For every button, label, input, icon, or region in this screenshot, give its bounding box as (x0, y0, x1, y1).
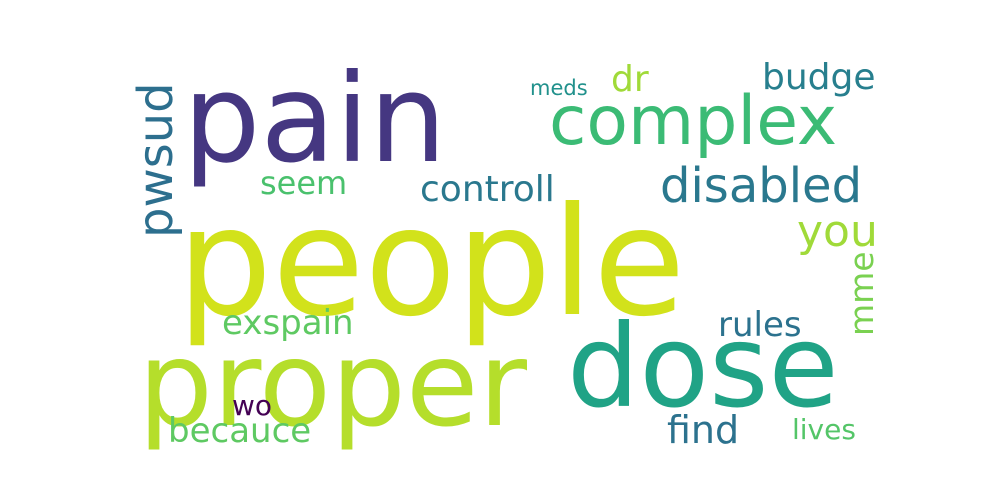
word-wo: wo (232, 389, 273, 422)
word-proper: proper (138, 315, 528, 453)
word-people: people (177, 176, 686, 350)
word-dr: dr (611, 59, 649, 100)
word-rules: rules (718, 305, 802, 345)
word-lives: lives (792, 413, 856, 446)
word-exspain: exspain (222, 303, 354, 343)
word-find: find (667, 408, 740, 452)
word-dose: dose (567, 300, 839, 433)
word-disabled: disabled (660, 158, 863, 214)
word-seem: seem (260, 164, 348, 202)
word-complex: complex (549, 82, 838, 161)
word-you: you (797, 206, 878, 257)
word-meds: meds (530, 76, 588, 100)
word-becauce: becauce (168, 411, 312, 451)
word-pain: pain (183, 48, 447, 190)
word-budge: budge (762, 57, 876, 98)
word-mme: mme (842, 251, 881, 336)
word-controll: controll (420, 169, 555, 210)
word-pwsud: pwsud (128, 82, 184, 238)
